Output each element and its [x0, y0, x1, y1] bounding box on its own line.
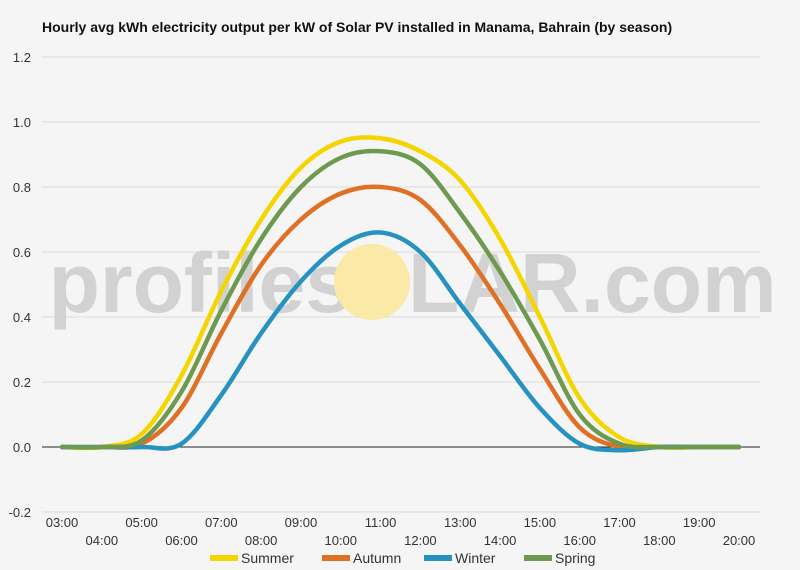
y-tick-label: 1.0 [13, 115, 31, 130]
watermark-sun-icon [334, 244, 410, 320]
y-tick-label: 0.4 [13, 310, 31, 325]
watermark-text-left: profiles [49, 236, 352, 330]
y-tick-label: 0.2 [13, 375, 31, 390]
x-tick-label: 05:00 [125, 515, 158, 530]
x-tick-label: 17:00 [603, 515, 636, 530]
y-tick-label: -0.2 [9, 505, 31, 520]
legend-swatch-spring [524, 555, 552, 561]
x-tick-label: 13:00 [444, 515, 477, 530]
legend-label-spring: Spring [555, 550, 595, 566]
legend-swatch-summer [210, 555, 238, 561]
y-tick-label: 0.8 [13, 180, 31, 195]
x-tick-label: 09:00 [285, 515, 318, 530]
legend-label-winter: Winter [455, 550, 496, 566]
series-line-autumn [59, 184, 742, 451]
x-tick-label: 20:00 [723, 533, 756, 548]
legend-label-autumn: Autumn [353, 550, 401, 566]
x-tick-label: 15:00 [524, 515, 557, 530]
x-tick-label: 11:00 [365, 515, 397, 530]
x-tick-label: 03:00 [46, 515, 79, 530]
y-tick-label: 1.2 [13, 50, 31, 65]
series-line-winter [59, 230, 742, 453]
x-tick-label: 08:00 [245, 533, 278, 548]
x-tick-label: 07:00 [205, 515, 238, 530]
x-tick-label: 06:00 [165, 533, 198, 548]
x-tick-label: 18:00 [643, 533, 676, 548]
x-tick-label: 14:00 [484, 533, 517, 548]
legend-label-summer: Summer [241, 550, 294, 566]
y-tick-label: 0.6 [13, 245, 31, 260]
y-tick-label: 0.0 [13, 440, 31, 455]
x-tick-label: 16:00 [563, 533, 596, 548]
x-tick-label: 19:00 [683, 515, 716, 530]
legend-swatch-winter [424, 555, 452, 561]
x-tick-label: 04:00 [86, 533, 119, 548]
x-tick-label: 12:00 [404, 533, 437, 548]
legend-swatch-autumn [322, 555, 350, 561]
series-line-summer [59, 135, 742, 451]
x-tick-label: 10:00 [324, 533, 357, 548]
chart-title: Hourly avg kWh electricity output per kW… [42, 19, 673, 35]
series-line-spring [59, 148, 742, 450]
